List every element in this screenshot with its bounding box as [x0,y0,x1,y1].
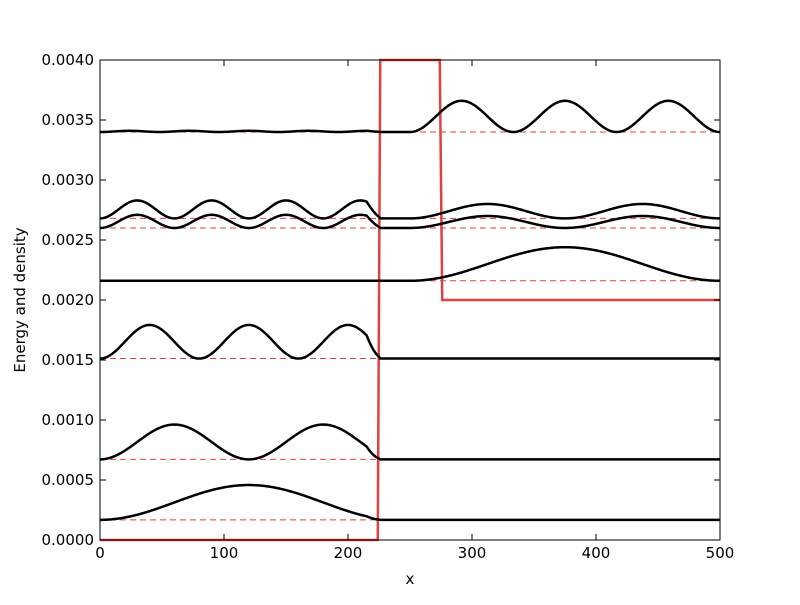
density-curve [99,423,720,461]
x-axis-label: x [406,570,415,588]
y-tick-label: 0.0035 [42,111,95,129]
density-curve [99,323,720,360]
y-tick-label: 0.0030 [42,171,95,189]
y-tick-label: 0.0010 [42,411,95,429]
y-tick-label: 0.0020 [42,291,95,309]
x-tick-label: 100 [210,544,239,562]
x-tick-label: 300 [458,544,487,562]
density-curve [100,245,721,283]
plot-layer [99,58,721,542]
y-tick-label: 0.0040 [42,51,95,69]
y-tick-label: 0.0000 [42,531,95,549]
ticks-layer: 0 100 200 300 400 500 0.0000 0.0005 0.0010 0.0015… [42,51,735,562]
density-curve [99,213,721,230]
density-curve [99,483,720,522]
x-tick-label: 400 [582,544,611,562]
density-curve [99,99,721,134]
y-axis-label: Energy and density [11,227,29,372]
y-tick-label: 0.0005 [42,471,95,489]
x-tick-label: 200 [334,544,363,562]
density-curve [99,199,721,220]
y-tick-label: 0.0025 [42,231,95,249]
x-tick-label: 0 [95,544,105,562]
x-tick-label: 500 [706,544,735,562]
y-tick-label: 0.0015 [42,351,95,369]
